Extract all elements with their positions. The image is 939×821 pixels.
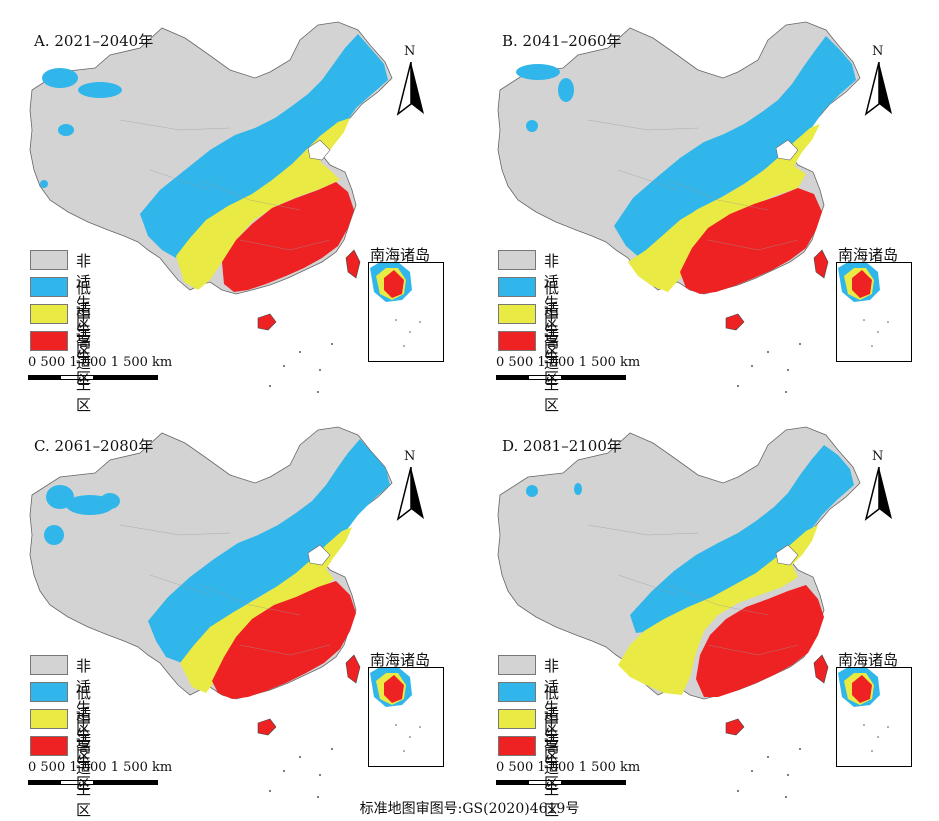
north-label: N xyxy=(404,449,416,464)
inset-south-china-sea xyxy=(838,262,889,347)
panel-title: A. 2021–2040年 xyxy=(34,32,154,50)
north-label: N xyxy=(872,449,884,464)
legend-swatch xyxy=(30,709,68,729)
scale-text: 0 500 1 000 1 500 km xyxy=(496,760,641,775)
panel-title: D. 2081–2100年 xyxy=(502,437,622,455)
inset-frame xyxy=(836,262,912,362)
inset-title: 南海诸岛 xyxy=(370,651,431,669)
legend-swatch xyxy=(498,709,536,729)
legend-label: 中适生区 xyxy=(76,306,92,387)
legend-swatch xyxy=(30,331,68,351)
legend-label: 低适生区 xyxy=(544,279,560,360)
legend-swatch xyxy=(30,736,68,756)
legend-label: 中适生区 xyxy=(76,711,92,792)
north-arrow-icon xyxy=(864,62,892,116)
inset-south-china-sea xyxy=(838,667,889,752)
map-panel-d: D. 2081–2100年 N 南海诸岛 非适生区 低适生区 xyxy=(468,405,936,819)
legend-swatch xyxy=(30,682,68,702)
inset-south-china-sea xyxy=(370,262,421,347)
legend-swatch xyxy=(498,331,536,351)
inset-title: 南海诸岛 xyxy=(370,246,431,264)
inset-title: 南海诸岛 xyxy=(838,246,899,264)
scale-text: 0 500 1 000 1 500 km xyxy=(496,355,641,370)
legend-label: 非适生区 xyxy=(544,252,560,333)
scale-bar: 0 500 1 000 1 500 km xyxy=(28,355,188,385)
legend-label: 低适生区 xyxy=(76,279,92,360)
panel-title: B. 2041–2060年 xyxy=(502,32,622,50)
inset-south-china-sea xyxy=(370,667,421,752)
china-suitability-map xyxy=(497,21,889,393)
scale-bar: 0 500 1 000 1 500 km xyxy=(496,760,656,790)
panel-title: C. 2061–2080年 xyxy=(34,437,154,455)
legend-label: 非适生区 xyxy=(76,657,92,738)
map-approval-number: 标准地图审图号:GS(2020)4619号 xyxy=(359,801,580,817)
inset-title: 南海诸岛 xyxy=(838,651,899,669)
scale-text: 0 500 1 000 1 500 km xyxy=(28,760,173,775)
inset-frame xyxy=(836,667,912,767)
legend-label: 非适生区 xyxy=(544,657,560,738)
inset-frame xyxy=(368,262,444,362)
map-panel-a: A. 2021–2040年 N 南海诸岛 非适生区 低适生区 xyxy=(0,0,468,414)
north-label: N xyxy=(404,44,416,59)
legend-swatch xyxy=(30,655,68,675)
legend-swatch xyxy=(30,277,68,297)
legend-label: 中适生区 xyxy=(544,711,560,792)
china-suitability-map xyxy=(29,21,421,393)
north-arrow: N xyxy=(396,449,426,521)
north-arrow: N xyxy=(864,449,894,521)
north-arrow-icon xyxy=(864,467,892,521)
north-arrow: N xyxy=(396,44,426,116)
legend-label: 低适生区 xyxy=(544,684,560,765)
map-panel-b: B. 2041–2060年 N 南海诸岛 非适生区 低适生区 xyxy=(468,0,936,414)
north-label: N xyxy=(872,44,884,59)
china-suitability-map xyxy=(29,426,421,798)
inset-frame xyxy=(368,667,444,767)
scale-bar: 0 500 1 000 1 500 km xyxy=(496,355,656,385)
legend-swatch xyxy=(498,736,536,756)
north-arrow: N xyxy=(864,44,894,116)
map-panel-c: C. 2061–2080年 N 南海诸岛 非适生区 低适生区 xyxy=(0,405,468,819)
north-arrow-icon xyxy=(396,62,424,116)
legend-swatch xyxy=(30,304,68,324)
legend-swatch xyxy=(498,304,536,324)
legend-swatch xyxy=(498,277,536,297)
scale-bar: 0 500 1 000 1 500 km xyxy=(28,760,188,790)
legend-label: 高适生区 xyxy=(76,738,92,819)
legend-label: 中适生区 xyxy=(544,306,560,387)
legend-swatch xyxy=(30,250,68,270)
legend-label: 低适生区 xyxy=(76,684,92,765)
legend-swatch xyxy=(498,655,536,675)
north-arrow-icon xyxy=(396,467,424,521)
legend-swatch xyxy=(498,682,536,702)
legend-swatch xyxy=(498,250,536,270)
legend-label: 非适生区 xyxy=(76,252,92,333)
china-suitability-map xyxy=(497,426,889,798)
scale-text: 0 500 1 000 1 500 km xyxy=(28,355,173,370)
